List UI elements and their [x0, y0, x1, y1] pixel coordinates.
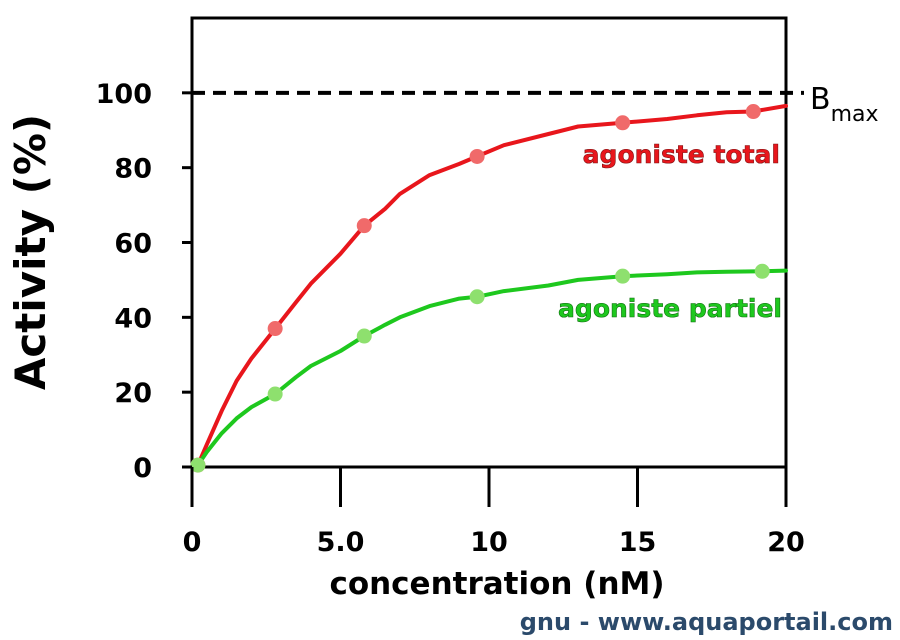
data-point	[469, 289, 485, 305]
bmax-label-sub: max	[831, 102, 879, 127]
x-tick-label: 10	[470, 527, 508, 558]
y-tick-label: 40	[114, 303, 152, 334]
data-point	[745, 104, 761, 120]
axis-ticks: 0 20 40 60 80 100 0 5.0 10 15 20	[96, 79, 805, 558]
series-partial	[190, 263, 788, 473]
series-label-partial: agoniste partiel	[558, 294, 782, 323]
data-point	[267, 386, 283, 402]
data-point	[190, 457, 206, 473]
data-point	[615, 268, 631, 284]
data-point	[469, 148, 485, 164]
x-axis-title: concentration (nM)	[329, 566, 664, 602]
y-tick-label: 60	[114, 229, 152, 260]
data-point	[356, 218, 372, 234]
bmax-label-main: B	[810, 82, 831, 117]
data-point	[356, 328, 372, 344]
series-label-total: agoniste total	[583, 140, 780, 169]
x-tick-label: 0	[183, 527, 202, 558]
y-tick-label: 80	[114, 154, 152, 185]
data-point	[267, 321, 283, 337]
x-tick-label: 5.0	[317, 527, 365, 558]
bmax-label: Bmax	[810, 82, 879, 127]
data-point	[754, 263, 770, 279]
plot-border	[190, 16, 788, 469]
series-group	[190, 103, 788, 473]
y-axis-title: Activity (%)	[6, 114, 55, 390]
watermark-text: gnu - www.aquaportail.com	[520, 608, 893, 636]
series-line	[195, 268, 788, 468]
y-tick-label: 0	[133, 453, 152, 484]
plot-frame	[190, 16, 788, 469]
y-tick-label: 20	[114, 378, 152, 409]
series-line	[195, 103, 788, 468]
x-tick-label: 20	[767, 527, 805, 558]
x-tick-label: 15	[619, 527, 657, 558]
data-point	[615, 115, 631, 131]
y-tick-label: 100	[96, 79, 152, 110]
